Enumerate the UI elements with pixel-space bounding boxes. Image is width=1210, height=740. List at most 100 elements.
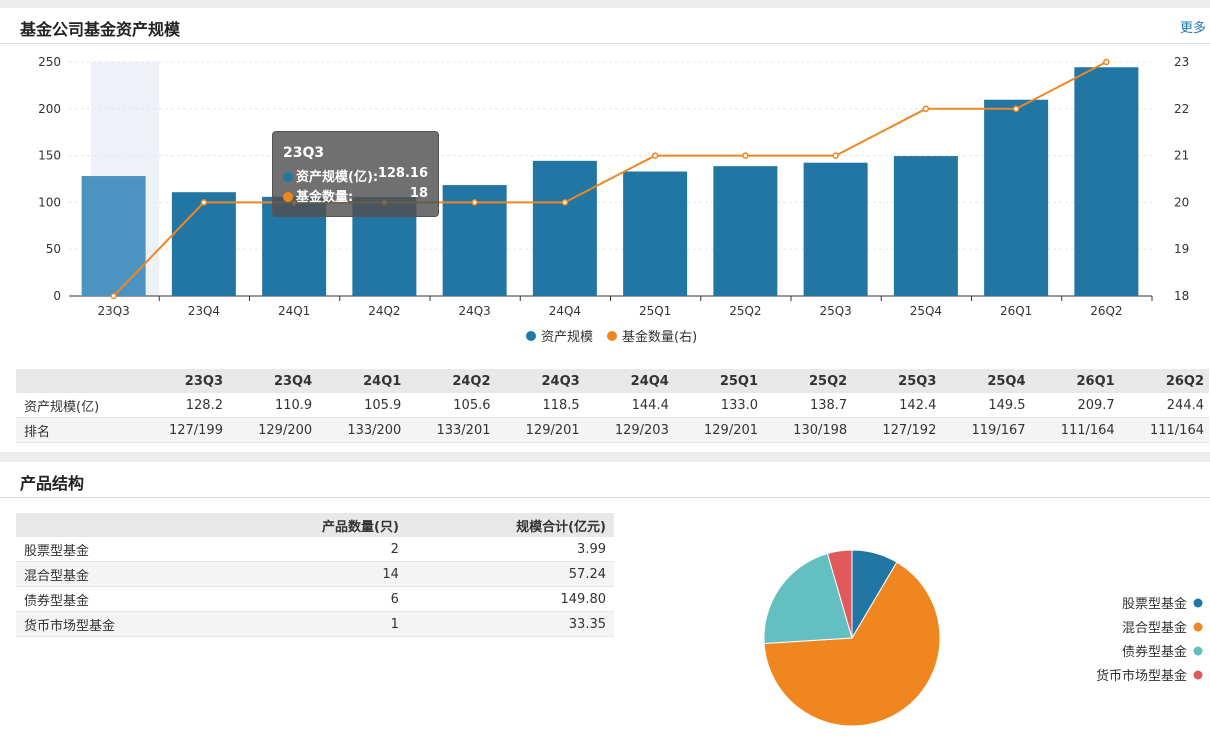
bar: [713, 166, 778, 296]
cell: 105.9: [317, 393, 407, 418]
x-tick-label: 26Q1: [1000, 304, 1032, 318]
header-q: 23Q4: [227, 369, 318, 393]
x-tick-label: 26Q2: [1090, 304, 1122, 318]
x-tick-label: 23Q4: [188, 304, 220, 318]
pie-legend-dot: [1193, 670, 1203, 680]
cell: 144.4: [584, 393, 674, 418]
quarter-table: 23Q3 23Q4 24Q1 24Q2 24Q3 24Q4 25Q1 25Q2 …: [16, 369, 1209, 443]
table-row: 混合型基金 14 57.24: [16, 561, 614, 587]
y-right-tick-label: 19: [1174, 242, 1189, 256]
header-q: 25Q4: [941, 369, 1031, 393]
cell: 111/164: [1119, 417, 1209, 443]
header-count: 产品数量(只): [225, 513, 407, 537]
bar: [1074, 67, 1139, 296]
product-name: 股票型基金: [16, 537, 226, 562]
cell: 244.4: [1119, 393, 1209, 418]
tooltip-count-dot: [283, 192, 293, 202]
panel-header: 产品结构: [0, 462, 1210, 498]
x-tick-label: 24Q1: [278, 304, 310, 318]
panel-title: 产品结构: [20, 474, 85, 493]
pie-legend-dot: [1193, 622, 1203, 632]
pie-slice: [826, 549, 853, 639]
table-row: 股票型基金 2 3.99: [16, 537, 614, 562]
bar: [171, 192, 236, 296]
cell: 119/167: [941, 417, 1031, 443]
chart-tooltip: 23Q3 资产规模(亿): 128.16 基金数量: 18: [272, 131, 439, 217]
panel-title: 基金公司基金资产规模: [20, 20, 181, 39]
cell: 110.9: [227, 393, 318, 418]
tooltip-count-label: 基金数量:: [296, 190, 354, 205]
tooltip-scale-value: 128.16: [377, 166, 428, 181]
product-count: 2: [225, 537, 407, 562]
cell: 130/198: [763, 417, 853, 443]
row-label: 排名: [16, 417, 139, 443]
product-name: 货币市场型基金: [16, 611, 226, 637]
header-corner: [16, 369, 139, 393]
x-tick-label: 24Q4: [549, 304, 581, 318]
tooltip-title: 23Q3: [283, 145, 325, 161]
x-tick-label: 25Q1: [639, 304, 671, 318]
quarter-table-header: 23Q3 23Q4 24Q1 24Q2 24Q3 24Q4 25Q1 25Q2 …: [16, 369, 1209, 393]
cell: 133/201: [406, 417, 496, 443]
cell: 129/203: [584, 417, 674, 443]
y-right-tick-label: 18: [1174, 289, 1189, 303]
cell: 133.0: [673, 393, 764, 418]
table-row: 债券型基金 6 149.80: [16, 586, 614, 612]
header-q: 24Q2: [406, 369, 496, 393]
product-count: 14: [225, 561, 407, 587]
cell: 129/201: [495, 417, 585, 443]
header-q: 26Q1: [1030, 369, 1120, 393]
y-left-tick-label: 150: [38, 149, 61, 163]
panel-header: 基金公司基金资产规模 更多: [0, 8, 1210, 44]
x-tick-label: 23Q3: [97, 304, 129, 318]
tooltip-count-value: 18: [409, 186, 428, 201]
cell: 118.5: [495, 393, 585, 418]
header-q: 23Q3: [138, 369, 228, 393]
asset-scale-panel: 0 50 100 150 200 250 18 19 20 21 22 23 23Q3 23Q4 24Q1 2…: [0, 8, 1210, 452]
x-tick-label: 24Q3: [458, 304, 490, 318]
legend-dot-scale: [526, 331, 536, 341]
product-table: 产品数量(只) 规模合计(亿元) 股票型基金 2 3.99 混合型基金 14 5…: [16, 513, 614, 637]
bar: [81, 176, 146, 296]
pie-legend-dot: [1193, 646, 1203, 656]
count-point: [1103, 58, 1110, 66]
bar: [984, 99, 1049, 297]
cell: 133/200: [317, 417, 407, 443]
count-point: [922, 105, 930, 113]
y-right-tick-label: 21: [1174, 149, 1189, 163]
y-left-tick-label: 50: [46, 242, 61, 256]
pie-legend-label: 债券型基金: [1122, 644, 1187, 660]
bar: [623, 171, 688, 296]
pie-legend-label: 股票型基金: [1122, 596, 1187, 612]
cell: 209.7: [1030, 393, 1120, 418]
bar: [532, 160, 597, 296]
tooltip-row-count: 基金数量: 18: [283, 186, 428, 206]
cell: 149.5: [941, 393, 1031, 418]
y-right-tick-label: 23: [1174, 55, 1189, 69]
header-name: [16, 513, 226, 537]
header-q: 24Q3: [495, 369, 585, 393]
y-right-tick-label: 20: [1174, 195, 1189, 209]
product-count: 6: [225, 586, 407, 612]
cell: 129/201: [673, 417, 764, 443]
count-point: [651, 152, 659, 159]
table-row: 资产规模(亿) 128.2 110.9 105.9 105.6 118.5 14…: [16, 393, 1209, 418]
product-scale: 3.99: [406, 537, 614, 562]
cell: 142.4: [852, 393, 942, 418]
y-right-tick-label: 22: [1174, 102, 1189, 116]
y-left-tick-label: 0: [53, 289, 61, 303]
y-left-tick-label: 250: [38, 55, 61, 69]
header-q: 25Q2: [763, 369, 853, 393]
count-point: [471, 199, 478, 206]
product-name: 债券型基金: [16, 586, 226, 612]
header-q: 25Q1: [673, 369, 764, 393]
count-point: [742, 152, 749, 159]
product-count: 1: [225, 611, 407, 637]
header-q: 24Q4: [584, 369, 674, 393]
product-table-header: 产品数量(只) 规模合计(亿元): [16, 513, 614, 537]
more-link[interactable]: 更多: [1179, 21, 1206, 36]
x-tick-label: 25Q2: [729, 304, 761, 318]
cell: 128.2: [138, 393, 228, 418]
header-scale: 规模合计(亿元): [406, 513, 614, 537]
table-row: 排名 127/199 129/200 133/200 133/201 129/2…: [16, 417, 1209, 443]
